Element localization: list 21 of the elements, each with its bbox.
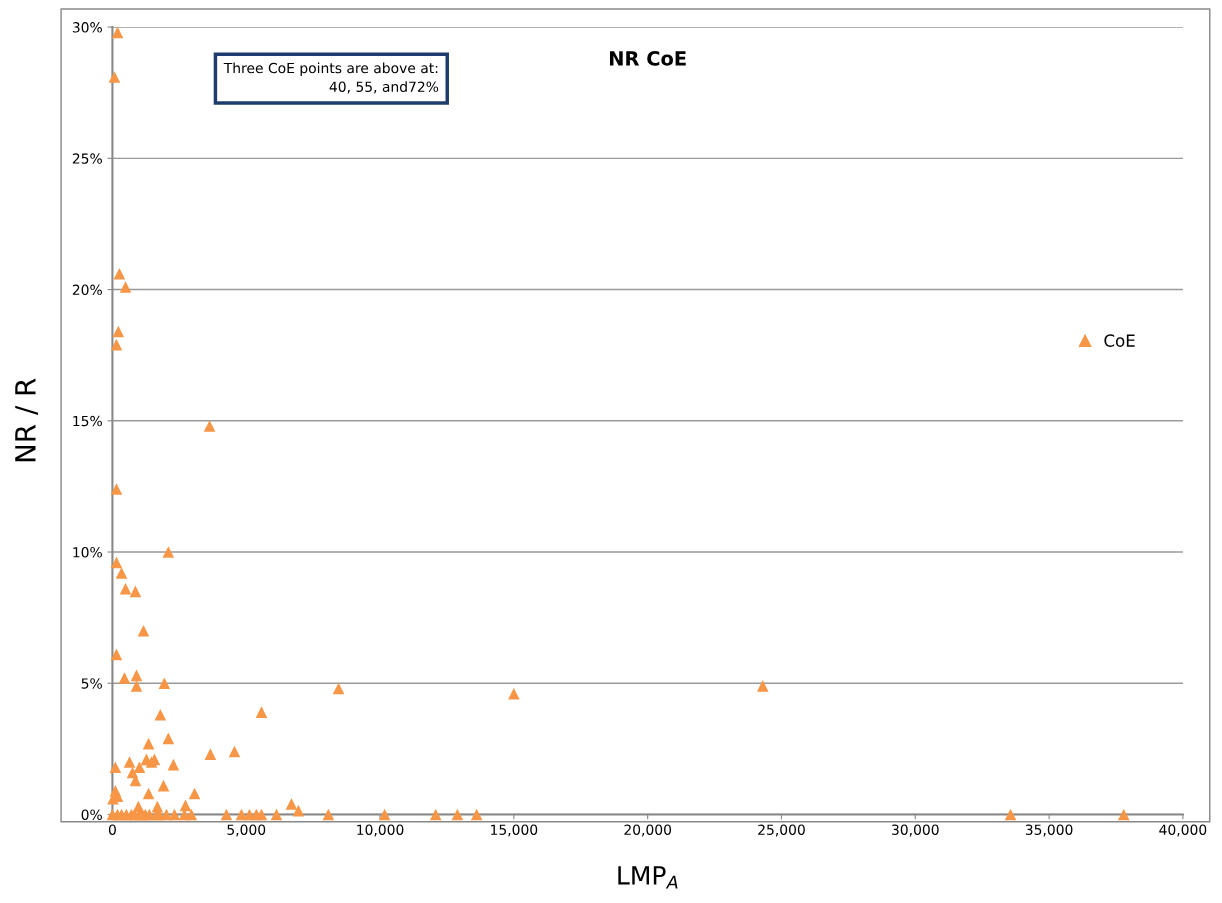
y-tick-label: 25% (72, 153, 102, 164)
x-axis-title: LMP$_{A}$ (618, 866, 678, 889)
x-tick-label: 0 (108, 824, 116, 835)
y-tick-label: 5% (81, 678, 102, 689)
x-tick-label: 10,000 (357, 824, 404, 837)
x-tick-label: 20,000 (624, 824, 672, 837)
y-axis-title: NR / R (15, 378, 39, 462)
x-tick-label: 15,000 (491, 824, 538, 837)
y-tick-label: 15% (73, 415, 102, 427)
legend-label: CoE (1104, 334, 1135, 347)
x-tick-label: 5,000 (227, 824, 266, 837)
y-tick-label: 20% (72, 284, 102, 296)
x-tick-label: 35,000 (1025, 824, 1073, 837)
x-tick-label: 25,000 (758, 824, 805, 837)
y-tick-label: 10% (73, 547, 102, 558)
x-tick-label: 30,000 (892, 824, 939, 837)
y-tick-label: 30% (72, 22, 102, 33)
annotation: Three CoE points are above at: 40, 55, and72% (223, 62, 439, 94)
x-tick-label: 40,000 (1159, 824, 1207, 837)
text: NR CoE (609, 51, 686, 66)
y-tick-label: 0% (81, 809, 102, 820)
